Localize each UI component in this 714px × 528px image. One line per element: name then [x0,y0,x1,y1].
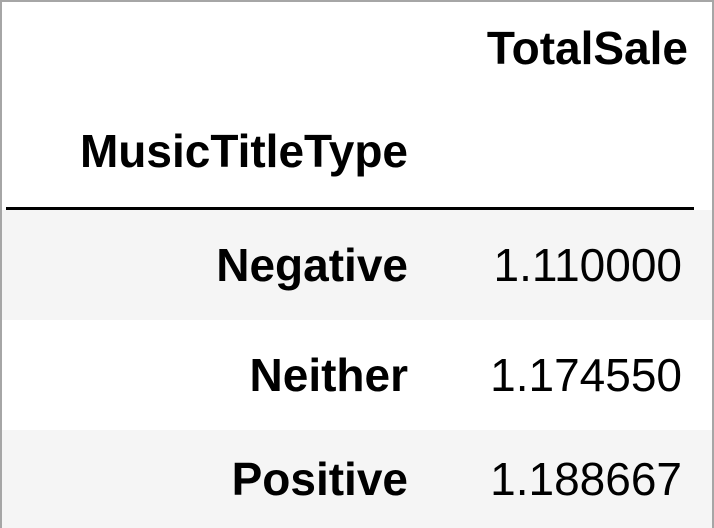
index-name-header: MusicTitleType [79,124,408,177]
row-value-cell: 1.188667 [490,453,682,505]
table-row: Negative 1.110000 [2,210,712,320]
table-row: Positive 1.188667 [2,430,712,528]
row-value-cell: 1.174550 [490,349,682,401]
row-index-label: Negative [216,239,408,291]
row-index-label: Neither [249,349,408,401]
column-header-row: TotalSale [2,2,712,94]
index-name-row: MusicTitleType [2,94,712,207]
table-row: Neither 1.174550 [2,320,712,430]
row-index-label: Positive [231,453,408,505]
row-value-cell: 1.110000 [493,239,682,291]
column-header-totalsale: TotalSale [486,22,688,74]
header-divider [6,207,694,210]
